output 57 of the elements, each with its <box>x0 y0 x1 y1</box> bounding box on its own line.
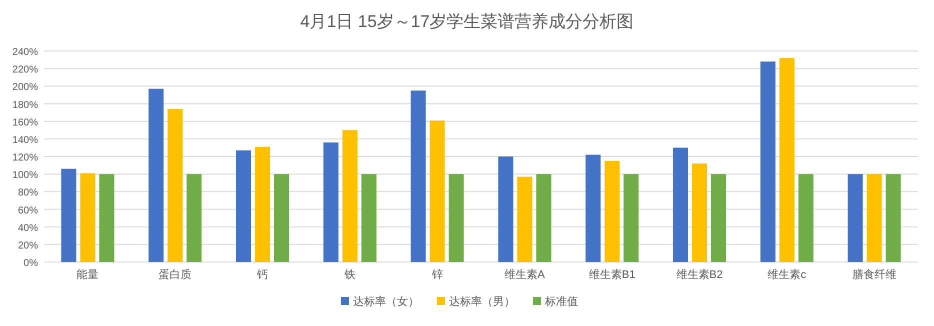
bar <box>517 176 532 262</box>
x-tick-label: 能量 <box>76 268 99 281</box>
y-tick-label: 40% <box>18 222 38 234</box>
y-tick-label: 80% <box>18 188 38 199</box>
bar <box>760 62 776 262</box>
bar <box>410 90 426 262</box>
bar <box>779 58 794 262</box>
bar <box>624 174 639 262</box>
chart-title: 4月1日 15岁～17岁学生菜谱营养成分分析图 <box>300 12 634 31</box>
bar <box>798 174 814 262</box>
bar <box>186 174 202 262</box>
y-tick-label: 200% <box>12 82 38 94</box>
x-tick-label: 蛋白质 <box>158 268 192 281</box>
x-tick-label: 膳食纤维 <box>852 268 896 281</box>
bar <box>99 174 114 262</box>
bar <box>80 173 96 262</box>
bar <box>536 174 552 262</box>
y-tick-label: 60% <box>18 205 38 216</box>
x-tick-label: 锌 <box>430 268 443 281</box>
y-tick-label: 20% <box>18 240 38 252</box>
x-tick-label: 维生素B1 <box>588 268 636 281</box>
bar <box>692 164 707 262</box>
legend-label: 达标率（男） <box>449 295 515 308</box>
y-tick-label: 140% <box>12 134 38 146</box>
bar <box>430 120 445 262</box>
bar <box>673 148 688 262</box>
bar <box>498 156 514 262</box>
x-tick-label: 钙 <box>256 269 268 281</box>
bar <box>342 130 358 262</box>
bar <box>866 174 882 262</box>
bar <box>148 88 164 262</box>
x-tick-label: 维生素A <box>504 268 546 281</box>
bar <box>61 168 76 262</box>
x-tick-label: 维生素c <box>768 268 807 281</box>
bar <box>236 150 251 262</box>
bar <box>448 174 464 262</box>
bar <box>361 174 376 262</box>
y-tick-label: 100% <box>12 170 38 182</box>
y-tick-label: 180% <box>12 100 38 111</box>
bar <box>711 174 726 262</box>
x-tick-label: 维生素B2 <box>676 268 723 281</box>
bar <box>886 174 901 262</box>
bar <box>604 160 620 262</box>
bar <box>255 146 270 262</box>
y-tick-label: 0% <box>24 258 38 269</box>
bar <box>323 142 338 262</box>
y-tick-label: 160% <box>12 117 38 128</box>
bar <box>168 109 183 262</box>
legend-label: 标准值 <box>544 295 578 308</box>
bar <box>586 154 601 262</box>
y-tick-label: 240% <box>12 47 38 58</box>
bar <box>848 174 863 262</box>
legend-label: 达标率（女） <box>353 295 419 308</box>
y-tick-label: 120% <box>12 152 38 164</box>
x-tick-label: 铁 <box>343 269 356 281</box>
bar <box>274 174 289 262</box>
y-tick-label: 220% <box>12 64 38 76</box>
